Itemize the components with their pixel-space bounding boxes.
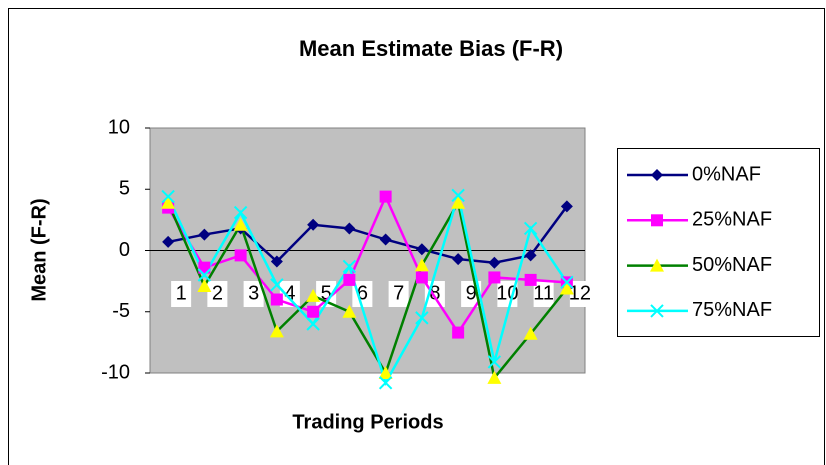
data-point [560,275,574,290]
legend-label: 25%NAF [692,209,772,231]
legend-marker [651,214,663,227]
data-point [451,188,465,203]
data-point [379,233,392,246]
data-point [560,200,573,213]
x-tick-label-bg [207,281,228,307]
data-point [488,256,501,269]
data-point [487,355,502,369]
data-point [162,235,175,248]
data-point [487,370,502,384]
y-tick-label: 0 [119,239,130,261]
x-tick-label: 5 [321,282,332,304]
data-point [306,317,320,331]
series-line [166,195,568,386]
legend-marker [651,169,663,181]
data-point [270,293,283,306]
x-tick-label-bg [533,281,554,307]
data-point [269,324,284,338]
data-point [233,205,248,220]
data-point [161,189,175,204]
data-point [523,221,538,236]
data-point [524,273,537,286]
x-tick-label-bg [171,281,192,307]
x-tick-label: 7 [393,282,404,304]
y-tick-label: -10 [101,361,130,383]
x-tick-label: 1 [176,282,187,304]
series-line [166,199,568,381]
data-point [161,195,176,209]
data-point [306,288,321,302]
data-point [415,243,428,256]
series-line [167,193,567,335]
x-tick-label: 4 [284,282,295,304]
legend-label: 50%NAF [692,254,772,276]
x-tick-label-bg [243,281,264,307]
x-tick-label: 12 [569,282,591,304]
data-point [488,271,501,284]
x-axis-label: Trading Periods [292,411,443,433]
data-point [452,253,465,266]
y-tick-label: -5 [112,300,130,322]
data-point [378,366,393,379]
y-axis-label: Mean (F-R) [28,198,50,301]
chart-title: Mean Estimate Bias (F-R) [299,36,563,61]
data-point [307,305,320,318]
data-point [378,376,393,390]
data-point [343,222,356,235]
data-point [307,218,320,231]
data-point [451,195,466,209]
x-tick-label-bg [279,281,300,307]
x-tick-label: 6 [357,282,368,304]
data-point [270,278,284,292]
x-tick-label: 10 [496,282,518,304]
x-tick-label: 11 [533,282,554,304]
data-point [270,255,283,268]
data-point [415,311,429,325]
x-tick-label-bg [388,281,409,307]
legend-marker [650,258,664,272]
data-point [523,326,538,340]
x-tick-label-bg [497,281,518,307]
legend-marker [650,304,664,318]
data-point [415,271,428,284]
x-tick-label-bg [352,281,373,307]
data-point [559,281,574,295]
legend-label: 0%NAF [692,163,761,185]
data-point [524,249,537,262]
data-point [197,279,212,293]
data-point [234,249,247,262]
data-point [198,228,211,241]
data-point [452,326,465,339]
y-tick-label: 10 [108,116,130,138]
x-tick-label: 3 [248,282,259,304]
data-point [197,268,212,282]
x-tick-label: 9 [466,282,477,304]
data-point [379,190,392,203]
data-point [414,258,429,272]
data-point [343,273,356,286]
data-point [233,217,248,231]
data-point [342,259,357,274]
x-tick-label: 8 [429,282,440,304]
x-tick-label-bg [569,281,590,307]
x-tick-label: 2 [212,282,223,304]
legend-label: 75%NAF [692,299,772,321]
y-tick-label: 5 [119,178,130,200]
data-point [342,304,357,318]
